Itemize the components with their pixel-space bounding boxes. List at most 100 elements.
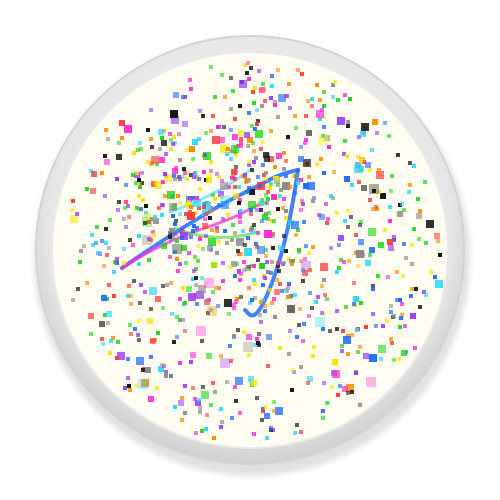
pixel-dot	[178, 262, 182, 266]
pixel-dot	[137, 194, 141, 198]
pixel-dot	[195, 302, 199, 306]
pixel-dot	[270, 260, 274, 264]
pixel-dot	[329, 246, 333, 250]
pixel-dot	[341, 329, 345, 333]
pixel-dot	[178, 361, 182, 365]
pixel-dot	[300, 199, 304, 203]
pixel-dot	[158, 147, 162, 151]
pixel-dot	[326, 217, 330, 221]
pixel-dot	[344, 305, 348, 309]
pixel-dot	[183, 171, 187, 175]
pixel-dot	[170, 110, 178, 118]
pixel-dot	[354, 233, 358, 237]
pixel-dot	[198, 406, 202, 410]
pixel-dot	[150, 339, 154, 343]
pixel-dot	[335, 211, 339, 215]
pixel-dot	[265, 201, 269, 205]
pixel-dot	[299, 208, 303, 212]
pixel-dot	[137, 319, 141, 323]
pixel-dot	[181, 318, 185, 322]
pixel-dot	[260, 418, 264, 422]
pixel-dot	[169, 147, 173, 151]
pixel-dot	[214, 286, 218, 290]
pixel-dot	[372, 119, 378, 125]
pixel-glint	[220, 358, 230, 368]
pixel-dot	[331, 95, 335, 99]
pixel-dot	[339, 258, 343, 262]
pixel-dot	[372, 189, 376, 193]
pixel-dot	[312, 345, 316, 349]
pixel-dot	[213, 197, 217, 201]
pixel-dot	[400, 302, 404, 306]
pixel-dot	[357, 135, 361, 139]
pixel-dot	[403, 324, 407, 328]
pixel-dot	[140, 171, 144, 175]
pixel-dot	[311, 199, 315, 203]
pixel-dot	[407, 190, 411, 194]
pixel-dot	[408, 183, 412, 187]
pixel-dot	[323, 293, 327, 297]
pixel-dot	[143, 290, 147, 294]
pixel-dot	[270, 301, 274, 305]
pixel-dot	[266, 364, 270, 368]
pixel-dot	[128, 388, 132, 392]
pixel-dot	[233, 150, 237, 154]
pixel-dot	[238, 104, 242, 108]
pixel-dot	[435, 280, 443, 288]
pixel-dot	[302, 322, 306, 326]
pixel-dot	[306, 130, 312, 136]
pixel-dot	[269, 426, 273, 430]
pixel-dot	[150, 145, 154, 149]
pixel-dot	[185, 202, 191, 208]
pixel-dot	[227, 185, 231, 189]
pixel-dot	[223, 95, 227, 99]
pixel-dot	[315, 83, 319, 87]
pixel-dot	[193, 171, 197, 175]
pixel-dot	[320, 284, 324, 288]
pixel-dot	[361, 123, 369, 131]
pixel-dot	[189, 146, 195, 152]
pixel-dot	[332, 170, 336, 174]
pixel-dot	[247, 186, 251, 190]
pixel-dot	[395, 298, 399, 302]
pixel-dot	[259, 300, 263, 304]
pixel-dot	[392, 238, 396, 242]
pixel-dot	[389, 189, 393, 193]
pixel-dot	[205, 413, 209, 417]
pixel-dot	[250, 168, 254, 172]
pixel-dot	[354, 371, 358, 375]
pixel-dot	[257, 203, 261, 207]
pixel-dot	[224, 299, 232, 307]
pixel-dot	[239, 141, 243, 145]
pixel-dot	[212, 436, 216, 440]
pixel-dot	[408, 161, 412, 165]
pixel-dot	[164, 374, 168, 378]
pixel-dot	[209, 65, 213, 69]
pixel-dot	[293, 431, 297, 435]
pixel-dot	[320, 263, 328, 271]
pixel-dot	[164, 152, 168, 156]
pixel-dot	[168, 132, 172, 136]
pixel-dot	[103, 194, 107, 198]
pixel-dot	[241, 229, 245, 233]
pixel-dot	[346, 352, 350, 356]
pixel-dot	[201, 385, 205, 389]
pixel-dot	[242, 260, 246, 264]
pixel-dot	[251, 90, 255, 94]
pixel-dot	[312, 196, 316, 200]
pixel-dot	[261, 283, 265, 287]
pixel-dot	[221, 279, 225, 283]
pixel-dot	[257, 246, 265, 254]
pixel-dot	[211, 381, 215, 385]
pixel-dot	[170, 312, 174, 316]
pixel-dot	[136, 357, 144, 365]
pixel-dot	[248, 376, 254, 382]
pixel-dot	[254, 156, 258, 160]
pixel-dot	[106, 311, 112, 317]
pixel-dot	[266, 334, 272, 340]
pixel-dot	[200, 429, 204, 433]
pixel-dot	[318, 98, 322, 102]
pixel-dot	[105, 253, 109, 257]
pixel-dot	[263, 309, 267, 313]
